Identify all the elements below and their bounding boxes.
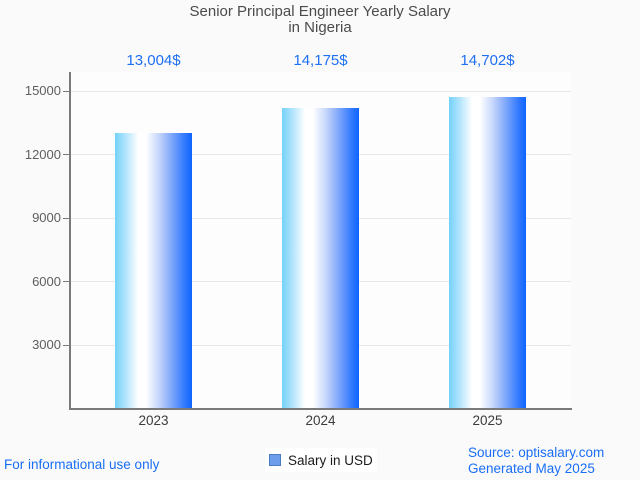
bar-2025 [449,97,526,409]
chart-gridline [70,90,571,92]
y-axis-line [69,72,71,410]
y-tick-label: 9000 [32,210,61,226]
y-tick-label: 6000 [32,273,61,289]
x-axis-line [69,408,572,410]
bar-value-label-2024: 14,175$ [293,52,348,69]
source-block: Source: optisalary.com Generated May 202… [468,445,604,476]
generated-date: Generated May 2025 [468,460,595,476]
chart-title-line-1: Senior Principal Engineer Yearly Salary [189,3,451,20]
bar-2023 [115,133,192,409]
y-tick-mark [63,344,70,346]
y-tick-label: 12000 [24,146,61,162]
y-tick-mark [63,90,70,92]
y-tick-label: 15000 [24,83,61,98]
y-tick-mark [63,217,70,219]
legend-swatch-icon [269,454,281,466]
y-tick-label: 3000 [32,337,61,353]
chart-title-line-2: in Nigeria [288,19,352,36]
bar-value-label-2025: 14,702$ [460,52,515,69]
disclaimer-note: For informational use only [4,457,160,472]
chart-legend: Salary in USD [265,448,377,472]
x-tick-label-2024: 2024 [305,413,336,428]
y-tick-mark [63,281,70,283]
legend-label: Salary in USD [288,452,373,468]
chart-title: Senior Principal Engineer Yearly Salary … [0,4,640,36]
source-link[interactable]: Source: optisalary.com [468,445,605,460]
x-tick-label-2023: 2023 [138,413,169,428]
bar-value-label-2023: 13,004$ [126,52,181,69]
y-tick-mark [63,154,70,156]
x-tick-label-2025: 2025 [472,413,503,428]
bar-2024 [282,108,359,409]
